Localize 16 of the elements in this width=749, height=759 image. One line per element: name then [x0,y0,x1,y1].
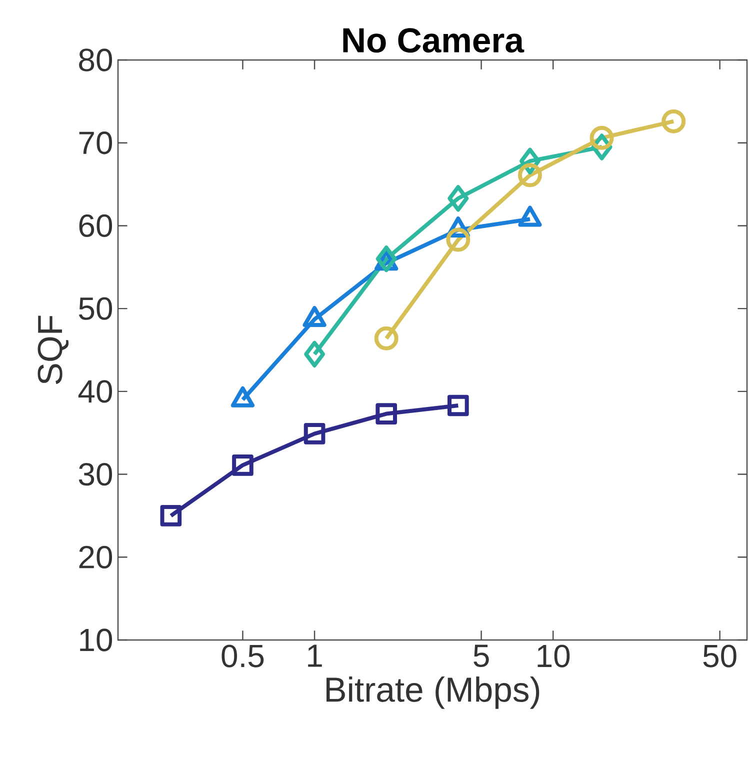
x-tick-label: 5 [474,644,489,668]
x-tick-label: 50 [703,644,736,668]
x-tick-label: 10 [538,644,570,668]
x-axis-title: Bitrate (Mbps) [326,676,540,709]
y-tick-label: 70 [79,132,112,154]
y-tick-label: 10 [80,628,112,652]
y-tick-label: 80 [79,48,112,72]
x-tick-label: 0.5 [222,644,264,668]
chart-title: No Camera [343,28,524,53]
y-tick-label: 40 [78,380,112,403]
y-tick-label: 30 [78,462,112,486]
y-axis-title: SQF [38,316,69,384]
y-tick-label: 20 [79,546,112,568]
y-tick-label: 50 [78,297,112,320]
x-tick-label: 1 [308,644,322,667]
y-tick-label: 60 [79,214,112,238]
